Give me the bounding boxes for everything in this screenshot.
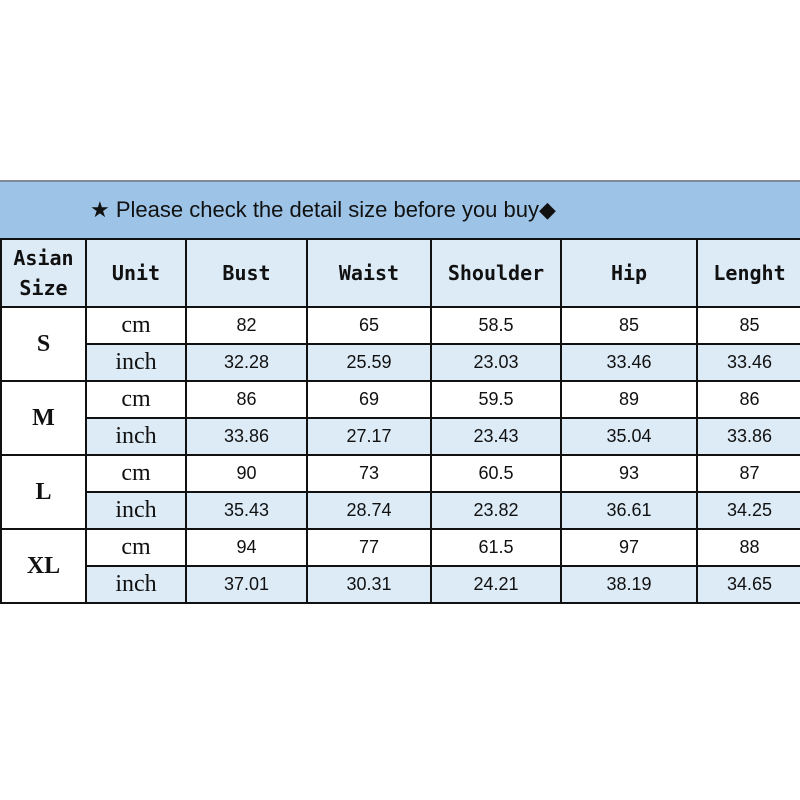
unit-cell: inch <box>85 343 187 382</box>
value-cell: 24.21 <box>430 565 562 604</box>
value-cell: 25.59 <box>306 343 432 382</box>
value-cell: 89 <box>560 380 698 419</box>
star-icon: ★ <box>90 197 110 222</box>
value-cell: 32.28 <box>185 343 308 382</box>
header-shoulder: Shoulder <box>430 238 562 308</box>
value-cell: 88 <box>696 528 800 567</box>
value-cell: 33.46 <box>696 343 800 382</box>
table-row-inch: inch 32.28 25.59 23.03 33.46 33.46 <box>1 343 800 382</box>
size-chart-table: Asian Size Unit Bust Waist Shoulder Hip … <box>0 238 800 604</box>
header-waist: Waist <box>306 238 432 308</box>
value-cell: 37.01 <box>185 565 308 604</box>
value-cell: 65 <box>306 306 432 345</box>
size-label: XL <box>0 528 87 604</box>
value-cell: 69 <box>306 380 432 419</box>
unit-cell: inch <box>85 565 187 604</box>
value-cell: 28.74 <box>306 491 432 530</box>
unit-cell: cm <box>85 454 187 493</box>
header-unit: Unit <box>85 238 187 308</box>
size-label: L <box>0 454 87 530</box>
value-cell: 61.5 <box>430 528 562 567</box>
value-cell: 34.65 <box>696 565 800 604</box>
table-row-inch: inch 37.01 30.31 24.21 38.19 34.65 <box>1 565 800 604</box>
header-length: Lenght <box>696 238 800 308</box>
value-cell: 60.5 <box>430 454 562 493</box>
value-cell: 58.5 <box>430 306 562 345</box>
value-cell: 27.17 <box>306 417 432 456</box>
value-cell: 93 <box>560 454 698 493</box>
unit-cell: inch <box>85 417 187 456</box>
size-label: S <box>0 306 87 382</box>
value-cell: 86 <box>185 380 308 419</box>
value-cell: 85 <box>696 306 800 345</box>
value-cell: 82 <box>185 306 308 345</box>
value-cell: 33.46 <box>560 343 698 382</box>
table-row-inch: inch 35.43 28.74 23.82 36.61 34.25 <box>1 491 800 530</box>
value-cell: 73 <box>306 454 432 493</box>
value-cell: 23.03 <box>430 343 562 382</box>
value-cell: 35.04 <box>560 417 698 456</box>
value-cell: 33.86 <box>696 417 800 456</box>
diamond-icon: ◆ <box>539 197 556 222</box>
notice-banner: ★ Please check the detail size before yo… <box>0 180 800 238</box>
value-cell: 34.25 <box>696 491 800 530</box>
value-cell: 30.31 <box>306 565 432 604</box>
unit-cell: cm <box>85 528 187 567</box>
header-hip: Hip <box>560 238 698 308</box>
notice-text: Please check the detail size before you … <box>115 197 540 222</box>
unit-cell: cm <box>85 380 187 419</box>
header-row: Asian Size Unit Bust Waist Shoulder Hip … <box>0 238 800 308</box>
value-cell: 86 <box>696 380 800 419</box>
value-cell: 77 <box>306 528 432 567</box>
value-cell: 94 <box>185 528 308 567</box>
value-cell: 97 <box>560 528 698 567</box>
size-label: M <box>0 380 87 456</box>
value-cell: 36.61 <box>560 491 698 530</box>
unit-cell: inch <box>85 491 187 530</box>
value-cell: 87 <box>696 454 800 493</box>
header-bust: Bust <box>185 238 308 308</box>
value-cell: 85 <box>560 306 698 345</box>
value-cell: 90 <box>185 454 308 493</box>
table-row-inch: inch 33.86 27.17 23.43 35.04 33.86 <box>1 417 800 456</box>
unit-cell: cm <box>85 306 187 345</box>
table-row-cm: XL cm 94 77 61.5 97 88 <box>0 528 800 604</box>
value-cell: 23.43 <box>430 417 562 456</box>
value-cell: 23.82 <box>430 491 562 530</box>
header-asian-size: Asian Size <box>0 238 87 308</box>
value-cell: 59.5 <box>430 380 562 419</box>
value-cell: 38.19 <box>560 565 698 604</box>
value-cell: 35.43 <box>185 491 308 530</box>
value-cell: 33.86 <box>185 417 308 456</box>
